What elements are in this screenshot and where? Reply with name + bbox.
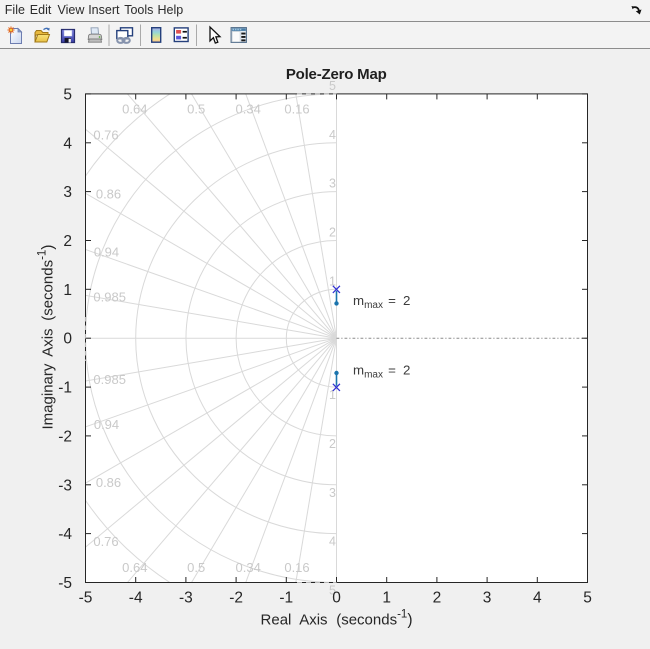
svg-text:0.34: 0.34 xyxy=(236,560,261,575)
svg-text:Imaginary Axis (seconds-1): Imaginary Axis (seconds-1) xyxy=(37,245,57,430)
svg-text:Real Axis (seconds-1): Real Axis (seconds-1) xyxy=(261,609,413,629)
svg-text:-1: -1 xyxy=(58,380,72,397)
svg-text:1: 1 xyxy=(329,274,336,288)
svg-text:2: 2 xyxy=(329,226,336,240)
svg-text:0.86: 0.86 xyxy=(96,475,121,490)
svg-text:-5: -5 xyxy=(79,589,93,606)
svg-text:0.64: 0.64 xyxy=(122,560,147,575)
svg-text:1: 1 xyxy=(329,388,336,402)
svg-text:1: 1 xyxy=(382,589,391,606)
svg-text:0.985: 0.985 xyxy=(93,372,126,387)
svg-text:0.985: 0.985 xyxy=(93,290,126,305)
svg-text:3: 3 xyxy=(329,177,336,191)
svg-text:Pole-Zero Map: Pole-Zero Map xyxy=(286,66,387,83)
svg-text:0.94: 0.94 xyxy=(94,244,119,259)
svg-text:5: 5 xyxy=(329,584,336,598)
svg-text:3: 3 xyxy=(329,486,336,500)
svg-text:2: 2 xyxy=(329,437,336,451)
svg-text:0.86: 0.86 xyxy=(96,187,121,202)
svg-text:0.5: 0.5 xyxy=(187,102,205,117)
svg-text:1: 1 xyxy=(63,282,72,299)
svg-text:4: 4 xyxy=(63,135,72,152)
svg-text:-3: -3 xyxy=(179,589,193,606)
svg-text:0.64: 0.64 xyxy=(122,102,147,117)
svg-text:5: 5 xyxy=(63,86,72,103)
svg-text:4: 4 xyxy=(329,535,336,549)
svg-text:0: 0 xyxy=(332,589,341,606)
svg-text:-4: -4 xyxy=(58,526,72,543)
svg-text:0: 0 xyxy=(63,331,72,348)
svg-text:0.94: 0.94 xyxy=(94,417,119,432)
svg-text:-2: -2 xyxy=(58,428,72,445)
svg-text:0.34: 0.34 xyxy=(236,102,261,117)
svg-text:-3: -3 xyxy=(58,477,72,494)
svg-text:5: 5 xyxy=(583,589,592,606)
svg-text:0.76: 0.76 xyxy=(93,128,118,143)
svg-text:4: 4 xyxy=(329,128,336,142)
svg-text:4: 4 xyxy=(533,589,542,606)
svg-text:0.16: 0.16 xyxy=(284,560,309,575)
svg-text:3: 3 xyxy=(483,589,492,606)
svg-text:0.5: 0.5 xyxy=(187,560,205,575)
svg-text:-5: -5 xyxy=(58,575,72,592)
svg-text:-1: -1 xyxy=(279,589,293,606)
svg-text:-4: -4 xyxy=(129,589,143,606)
svg-text:0.16: 0.16 xyxy=(284,102,309,117)
svg-text:-2: -2 xyxy=(229,589,243,606)
svg-text:2: 2 xyxy=(63,233,72,250)
svg-text:5: 5 xyxy=(329,79,336,93)
svg-text:2: 2 xyxy=(433,589,442,606)
svg-text:3: 3 xyxy=(63,184,72,201)
svg-text:0.76: 0.76 xyxy=(93,534,118,549)
